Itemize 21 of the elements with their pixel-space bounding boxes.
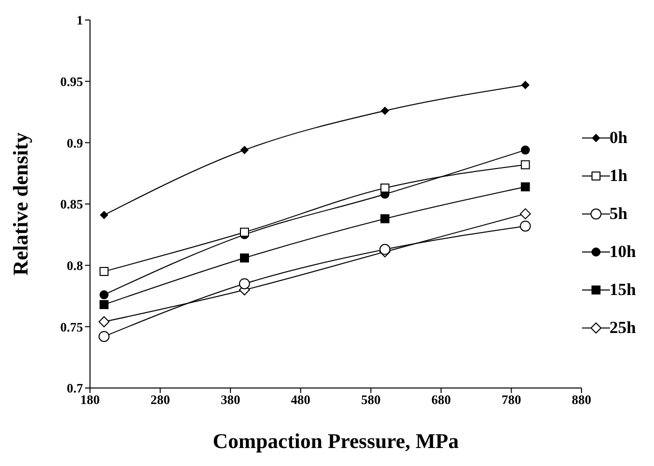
x-tick-label: 880 (572, 392, 592, 408)
y-tick-label: 0.75 (60, 319, 84, 334)
legend-label: 5h (610, 204, 628, 224)
y-tick-label: 1 (76, 12, 83, 28)
x-axis-title: Compaction Pressure, MPa (212, 429, 460, 453)
legend-label: 25h (610, 318, 636, 338)
legend-label: 0h (610, 128, 628, 148)
x-tick-label: 480 (290, 392, 310, 408)
y-tick-label: 0.8 (66, 258, 84, 273)
y-tick-label: 0.95 (60, 74, 84, 89)
y-tick-label: 0.85 (60, 196, 84, 212)
legend-label: 1h (610, 166, 628, 186)
x-tick-label: 680 (431, 392, 451, 408)
x-tick-label: 380 (220, 392, 240, 408)
legend-label: 10h (610, 242, 636, 262)
y-axis-title: Relative density (8, 132, 32, 276)
x-tick-label: 780 (502, 392, 522, 408)
legend-label: 15h (610, 280, 636, 300)
x-tick-label: 280 (150, 392, 170, 408)
x-tick-label: 580 (361, 392, 381, 408)
y-tick-label: 0.9 (66, 135, 84, 150)
